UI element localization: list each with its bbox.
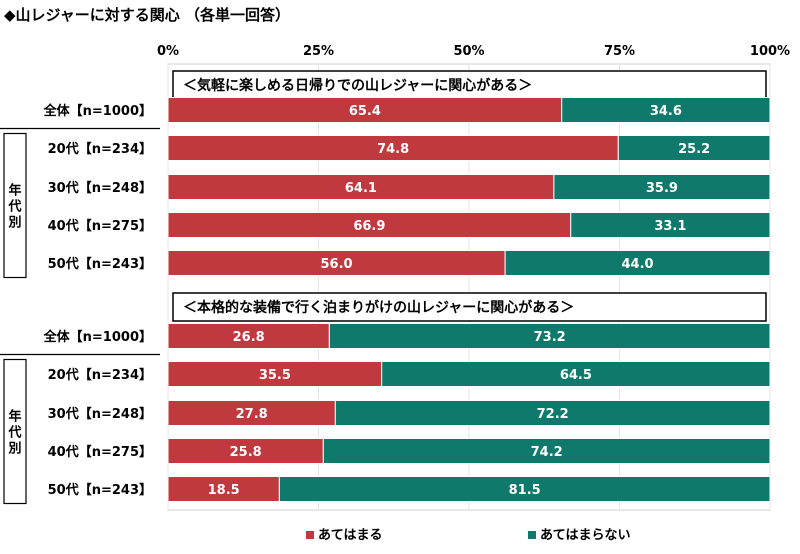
row-label: 30代【n=248】 (48, 180, 152, 196)
bar-disagree (381, 361, 771, 387)
group-label-char: 別 (7, 442, 21, 457)
section-title: ＜本格的な装備で行く泊まりがけの山レジャーに関心がある＞ (183, 299, 574, 316)
bar-agree (167, 323, 330, 349)
bar-disagree (617, 135, 771, 161)
group-label-char: 代 (7, 425, 21, 441)
legend-swatch-disagree (528, 531, 536, 539)
data-label: 26.8 (233, 330, 265, 345)
data-label: 18.5 (208, 483, 240, 498)
data-label: 35.5 (259, 368, 291, 383)
group-box (3, 358, 27, 505)
row-label: 30代【n=248】 (48, 406, 152, 422)
bar-agree (167, 174, 555, 200)
data-label: 74.2 (531, 445, 563, 460)
x-tick-label: 0% (157, 44, 179, 59)
data-label: 72.2 (537, 407, 569, 422)
bar-agree (167, 400, 336, 426)
x-tick-label: 75% (604, 44, 635, 59)
bar-disagree (322, 438, 771, 464)
legend-swatch-agree (306, 531, 314, 539)
row-label: 全体【n=1000】 (43, 329, 152, 345)
page-title: ◆山レジャーに対する関心 （各単一回答） (4, 6, 291, 24)
group-label-char: 代 (7, 199, 21, 215)
data-label: 25.8 (230, 445, 262, 460)
data-label: 73.2 (534, 330, 566, 345)
bar-disagree (334, 400, 771, 426)
bar-disagree (278, 476, 771, 502)
group-label-char: 年 (8, 183, 21, 199)
data-label: 65.4 (349, 104, 381, 119)
group-label-char: 年 (8, 409, 21, 425)
data-label: 44.0 (622, 257, 654, 272)
legend-label-disagree: あてはまらない (540, 528, 630, 543)
row-label: 40代【n=275】 (48, 444, 152, 460)
data-label: 66.9 (353, 219, 385, 234)
data-label: 25.2 (678, 142, 710, 157)
row-label: 20代【n=234】 (48, 367, 152, 383)
bar-agree (167, 97, 563, 123)
bar-agree (167, 361, 383, 387)
data-label: 34.6 (650, 104, 682, 119)
row-label: 20代【n=234】 (48, 141, 152, 157)
bar-agree (167, 212, 572, 238)
legend-label-agree: あてはまる (318, 528, 382, 543)
group-label-char: 別 (7, 216, 21, 231)
bar-disagree (561, 97, 771, 123)
section-title-box (172, 70, 767, 100)
x-tick-label: 25% (303, 44, 334, 59)
data-label: 35.9 (646, 181, 678, 196)
row-label: 40代【n=275】 (48, 218, 152, 234)
data-label: 27.8 (236, 407, 268, 422)
section-title-box (172, 292, 767, 322)
section-title: ＜気軽に楽しめる日帰りでの山レジャーに関心がある＞ (183, 77, 532, 94)
group-box (3, 132, 27, 279)
bar-disagree (328, 323, 771, 349)
data-label: 64.5 (560, 368, 592, 383)
row-label: 50代【n=243】 (48, 256, 152, 272)
bar-agree (167, 476, 280, 502)
bar-disagree (553, 174, 771, 200)
data-label: 56.0 (321, 257, 353, 272)
data-label: 33.1 (654, 219, 686, 234)
bar-disagree (504, 250, 771, 276)
bar-disagree (570, 212, 771, 238)
data-label: 64.1 (345, 181, 377, 196)
x-tick-label: 100% (750, 44, 790, 59)
data-label: 81.5 (509, 483, 541, 498)
row-label: 50代【n=243】 (48, 482, 152, 498)
x-tick-label: 50% (453, 44, 484, 59)
row-label: 全体【n=1000】 (43, 103, 152, 119)
data-label: 74.8 (377, 142, 409, 157)
